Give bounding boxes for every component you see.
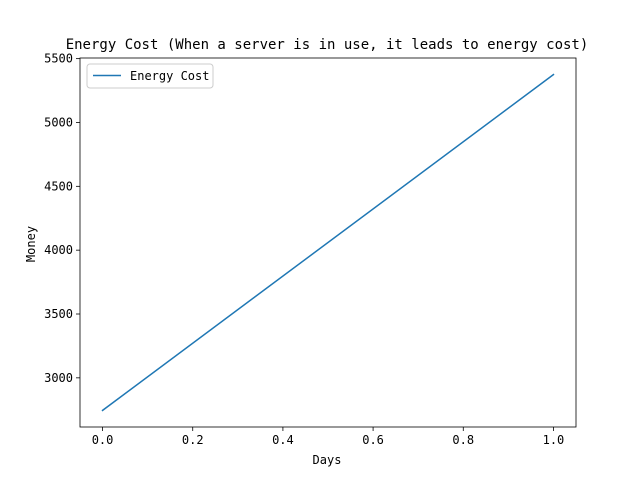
y-tick-label: 4500: [44, 179, 73, 193]
y-tick-label: 3000: [44, 371, 73, 385]
y-tick-label: 5000: [44, 115, 73, 129]
series-line-energy-cost: [101, 73, 555, 412]
y-tick-label: 5500: [44, 52, 73, 66]
legend: Energy Cost: [86, 63, 214, 89]
x-tick-label: 0.4: [272, 433, 294, 447]
x-tick-label: 0.8: [452, 433, 474, 447]
x-tick-label: 0.6: [362, 433, 384, 447]
x-axis-label: Days: [313, 453, 342, 467]
x-tick-label: 1.0: [543, 433, 565, 447]
legend-label-energy-cost: Energy Cost: [130, 69, 209, 83]
y-tick-label: 4000: [44, 243, 73, 257]
legend-box: [86, 63, 214, 89]
axes-frame: [79, 57, 577, 428]
x-tick-label: 0.0: [92, 433, 114, 447]
chart-title: Energy Cost (When a server is in use, it…: [66, 37, 589, 53]
y-axis-label: Money: [24, 226, 38, 262]
x-tick-label: 0.2: [182, 433, 204, 447]
y-tick-label: 3500: [44, 307, 73, 321]
plot-area: 0.0 0.2 0.4 0.6 0.8 1.0 3000 3500 4000 4500 5000 55…: [44, 52, 577, 447]
